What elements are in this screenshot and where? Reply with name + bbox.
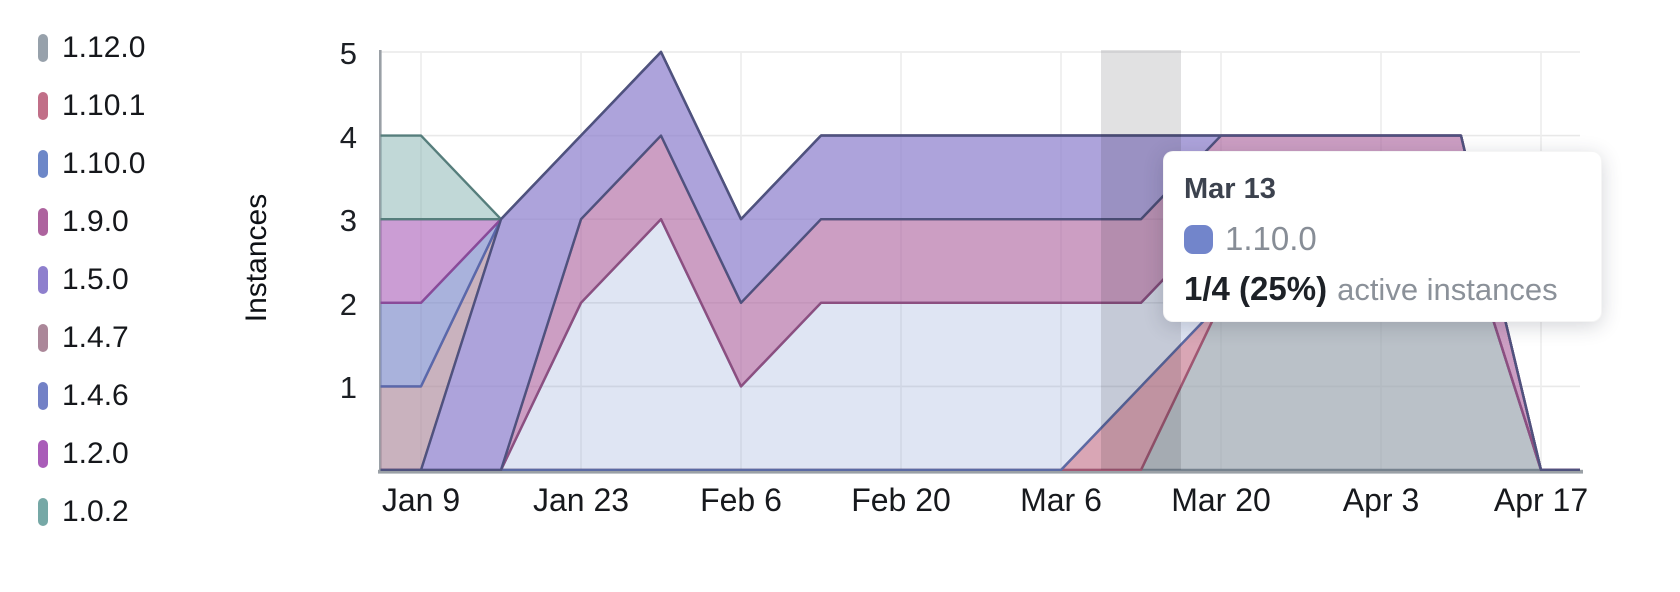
tooltip-caption: active instances — [1337, 272, 1558, 307]
x-tick-label: Mar 20 — [1171, 482, 1271, 518]
legend-label: 1.2.0 — [62, 437, 129, 470]
legend-swatch-icon — [38, 208, 48, 236]
legend-label: 1.4.7 — [62, 321, 129, 354]
legend-item-1-10-1[interactable]: 1.10.1 — [38, 89, 146, 122]
x-tick-label: Jan 23 — [532, 482, 630, 518]
legend-label: 1.0.2 — [62, 495, 129, 528]
y-tick-label: 5 — [339, 36, 357, 71]
legend: 1.12.0 1.10.1 1.10.0 1.9.0 1.5.0 1.4.7 1.4.6 1.… — [38, 31, 146, 556]
legend-item-1-5-0[interactable]: 1.5.0 — [38, 263, 145, 296]
x-tick-label: Apr 3 — [1342, 482, 1420, 518]
y-axis-line — [379, 50, 382, 474]
tooltip-series-name: 1.10.0 — [1225, 220, 1317, 257]
x-axis-line — [378, 469, 1583, 474]
legend-item-1-4-6[interactable]: 1.4.6 — [38, 379, 145, 412]
legend-item-1-0-2[interactable]: 1.0.2 — [38, 495, 145, 528]
legend-swatch-icon — [38, 34, 48, 62]
x-tick-label: Apr 17 — [1493, 482, 1589, 518]
chart-tooltip: Mar 13 1.10.0 1/4 (25%) active instances — [1163, 151, 1602, 322]
legend-swatch-icon — [38, 440, 48, 468]
legend-item-1-9-0[interactable]: 1.9.0 — [38, 205, 145, 238]
legend-swatch-icon — [38, 266, 48, 294]
legend-label: 1.10.0 — [62, 147, 146, 180]
legend-swatch-icon — [38, 382, 48, 410]
tooltip-date: Mar 13 — [1184, 173, 1276, 205]
x-tick-label: Mar 6 — [1020, 482, 1102, 518]
y-tick-label: 2 — [339, 286, 357, 322]
legend-label: 1.10.1 — [62, 89, 146, 122]
legend-label: 1.12.0 — [62, 31, 146, 64]
y-tick-label: 4 — [339, 119, 357, 155]
legend-label: 1.4.6 — [62, 379, 129, 412]
legend-item-1-10-0[interactable]: 1.10.0 — [38, 147, 146, 180]
legend-item-1-2-0[interactable]: 1.2.0 — [38, 437, 145, 470]
legend-item-1-4-7[interactable]: 1.4.7 — [38, 321, 145, 354]
legend-swatch-icon — [38, 498, 48, 526]
area-series-1-5-0[interactable] — [341, 50, 1580, 471]
y-tick-label: 3 — [339, 203, 357, 239]
x-tick-label: Feb 6 — [700, 482, 782, 518]
legend-swatch-icon — [38, 324, 48, 352]
tooltip-series-swatch-icon — [1184, 224, 1213, 254]
legend-label: 1.9.0 — [62, 205, 129, 238]
legend-swatch-icon — [38, 150, 48, 178]
legend-swatch-icon — [38, 92, 48, 120]
legend-item-1-12-0[interactable]: 1.12.0 — [38, 31, 146, 64]
x-tick-label: Jan 9 — [381, 482, 461, 518]
legend-label: 1.5.0 — [62, 263, 129, 296]
x-tick-label: Feb 20 — [851, 482, 951, 518]
tooltip-value: 1/4 (25%) — [1184, 270, 1328, 307]
y-tick-label: 1 — [339, 370, 357, 406]
